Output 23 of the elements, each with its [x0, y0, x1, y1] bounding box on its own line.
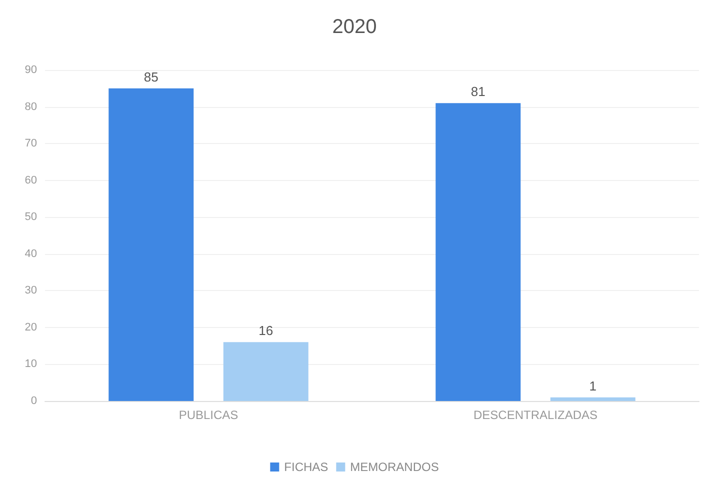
bar [550, 397, 636, 401]
y-tick-label: 90 [24, 64, 37, 76]
y-tick-label: 80 [24, 100, 37, 113]
x-tick-label: PUBLICAS [178, 408, 238, 422]
data-label: 81 [470, 84, 486, 100]
chart-title: 2020 [332, 16, 377, 38]
bar [436, 103, 521, 401]
bar [108, 88, 194, 401]
y-tick-label: 10 [24, 358, 37, 370]
x-tick-label: DESCENTRALIZADAS [473, 408, 598, 422]
y-tick-label: 40 [24, 248, 37, 260]
legend-label: FICHAS [284, 460, 328, 474]
data-label: 16 [258, 323, 274, 338]
y-tick-label: 70 [24, 138, 37, 150]
data-label: 85 [144, 69, 158, 84]
legend-label: MEMORANDOS [350, 460, 439, 474]
y-tick-label: 50 [24, 211, 37, 224]
y-tick-label: 60 [24, 174, 37, 186]
y-tick-label: 20 [24, 321, 37, 334]
data-label: 1 [589, 378, 596, 394]
y-tick-label: 0 [30, 395, 37, 407]
bar [223, 342, 308, 401]
y-tick-label: 30 [24, 284, 37, 297]
